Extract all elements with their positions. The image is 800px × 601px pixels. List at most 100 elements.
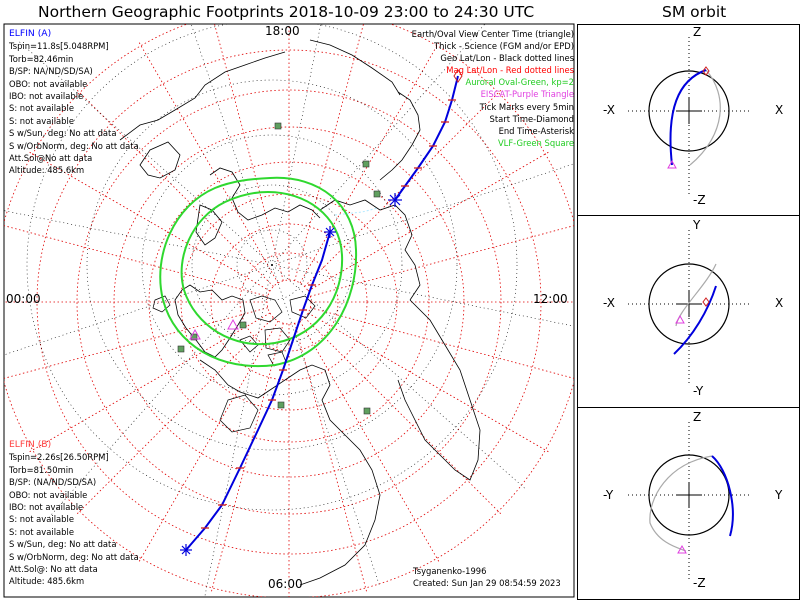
- elfin-b-info-line: Tspin=2.26s[26.50RPM]: [9, 452, 109, 463]
- orbit-xz-left: -X: [603, 103, 615, 117]
- view-triangle: [677, 544, 687, 554]
- orbit-panel-xy: Y -Y -X X: [577, 215, 800, 408]
- geo-lon-line: [271, 264, 574, 327]
- earth-circle: [648, 263, 730, 345]
- geo-lon-line: [271, 264, 381, 588]
- elfin-a-info-line: Altitude: 485.6km: [9, 165, 85, 176]
- orbit-xz-right: X: [775, 103, 784, 117]
- coastline-iceland: [152, 295, 171, 313]
- eiscat-triangle: [189, 328, 201, 340]
- elfin-a-lines: Tspin=11.8s[5.048RPM] Torb=82.46min B/SP: …: [9, 40, 139, 176]
- earth-circle: [648, 454, 730, 536]
- geo-lat-circle: [26, 24, 518, 511]
- geo-lat-circle: [236, 229, 308, 301]
- orbit-active: [711, 455, 734, 537]
- orbit-xz-top: Z: [693, 25, 702, 39]
- legend-entry: Auroral Oval-Green, kp=2: [465, 77, 574, 88]
- orbit-yz-top: Z: [693, 410, 702, 424]
- auroral-oval-inner: [180, 190, 344, 346]
- legend-entry: VLF-Green Square: [497, 137, 574, 148]
- map-label-left: 00:00: [6, 292, 41, 306]
- orbit-yz-left: -Y: [603, 488, 614, 502]
- eiscat-triangle: [227, 318, 239, 330]
- elfin-b-info-line: Torb=81.50min: [9, 464, 74, 475]
- end-asterisk-marker: [180, 544, 192, 556]
- elfin-a-info-line: S: not available: [9, 115, 74, 126]
- coastline-siberia: [319, 91, 421, 301]
- map-label-bottom: 06:00: [268, 577, 303, 591]
- legend-entry: Thick - Science (FGM and/or EPD): [433, 41, 574, 52]
- elfin-b-track: [334, 207, 379, 216]
- elfin-b-info: ELFIN (B) Tspin=2.26s[26.50RPM] Torb=81.5…: [9, 439, 139, 588]
- view-triangle: [667, 159, 677, 169]
- start-diamond-marker: [453, 69, 463, 83]
- geo-lon-line: [271, 24, 322, 266]
- ground-station-marker: [363, 407, 371, 415]
- geo-lon-line: [4, 264, 273, 356]
- geo-lat-circle: [191, 184, 353, 346]
- ground-stations: [177, 122, 381, 415]
- legend-entry: Geo Lat/Lon - Black dotted lines: [440, 53, 574, 64]
- elfin-a-info-line: Tspin=11.8s[5.048RPM]: [9, 41, 109, 52]
- orbit-xy-left: -X: [603, 296, 615, 310]
- mag-lon-line: [214, 24, 284, 281]
- mag-lon-line: [299, 320, 440, 563]
- coastline-east-asia: [309, 39, 401, 96]
- mag-lon-line: [294, 323, 368, 592]
- start-diamond-marker: [702, 66, 710, 76]
- mag-lon-line: [138, 41, 279, 284]
- ground-station-marker: [362, 160, 370, 168]
- elfin-a-info-line: S w/OrbNorm, deg: No att data: [9, 140, 139, 151]
- orbit-panel-yz: Z -Z -Y Y: [577, 407, 800, 600]
- elfin-a-info-line: B/SP: NA/ND/SD/SA): [9, 66, 93, 77]
- ground-station-marker: [177, 345, 185, 353]
- elfin-b-info-line: S w/OrbNorm, deg: No att data: [9, 551, 139, 562]
- start-diamond-marker: [702, 297, 710, 307]
- legend-entry: End Time-Asterisk: [498, 125, 574, 136]
- ground-station-marker: [277, 401, 285, 409]
- orbit-yz-plot: [628, 422, 750, 580]
- auroral-oval: [159, 176, 358, 368]
- map-label-top: 18:00: [265, 24, 300, 38]
- elfin-a-info-line: S w/Sun, deg: No att data: [9, 128, 117, 139]
- coastline-europe: [119, 51, 286, 179]
- legend-entry: Start Time-Diamond: [489, 113, 574, 124]
- mag-lon-line: [4, 307, 268, 379]
- eiscat-markers: [189, 318, 239, 340]
- geo-lon-line: [46, 264, 273, 521]
- mag-lon-line: [307, 151, 550, 292]
- trajectory-tick-marks: [201, 99, 456, 529]
- elfin-b-info-line: Att.Sol@: No att data: [9, 564, 98, 575]
- coastline-hudson: [219, 394, 259, 433]
- legend: Earth/Oval View Center Time (triangle) Th…: [412, 28, 574, 149]
- model-label: Tsyganenko-1996: [413, 566, 487, 576]
- elfin-b-info-line: B/SP: (NA/ND/SD/SA): [9, 477, 97, 488]
- elfin-a-info-line: Att.Sol@No att data: [9, 153, 93, 164]
- elfin-a-info-line: S: not available: [9, 103, 74, 114]
- orbit-xz-plot: [628, 37, 750, 195]
- orbit-xy-bottom: -Y: [693, 384, 704, 398]
- legend-entry: Tick Marks every 5min: [479, 101, 574, 112]
- elfin-a-info: ELFIN (A) Tspin=11.8s[5.048RPM] Torb=82.4…: [9, 28, 139, 177]
- orbit-yz-right: Y: [775, 488, 783, 502]
- mag-lat-circle: [148, 161, 430, 443]
- footer: Tsyganenko-1996 Created: Sun Jan 29 08:5…: [413, 566, 561, 589]
- geo-lon-line: [271, 264, 528, 491]
- ground-station-marker: [373, 190, 381, 198]
- orbit-dim: [675, 263, 717, 327]
- elfin-b-asterisk: [324, 226, 336, 238]
- elfin-a-asterisk: [388, 193, 402, 207]
- geo-lon-line: [204, 264, 273, 597]
- coastline-canada: [199, 359, 381, 586]
- elfin-a-info-line: Torb=82.46min: [9, 53, 74, 64]
- elfin-b-info-line: S w/Sun, deg: No att data: [9, 539, 117, 550]
- orbit-dim: [649, 455, 713, 552]
- mag-lon-line: [310, 225, 574, 297]
- geo-lat-circle: [141, 134, 403, 396]
- geo-lon-line: [16, 39, 273, 266]
- created-timestamp: Created: Sun Jan 29 08:54:59 2023: [413, 577, 561, 588]
- plot-title: Northern Geographic Footprints 2018-10-0…: [38, 3, 535, 21]
- mag-lat-circle: [36, 49, 542, 555]
- mag-lon-line: [307, 312, 550, 453]
